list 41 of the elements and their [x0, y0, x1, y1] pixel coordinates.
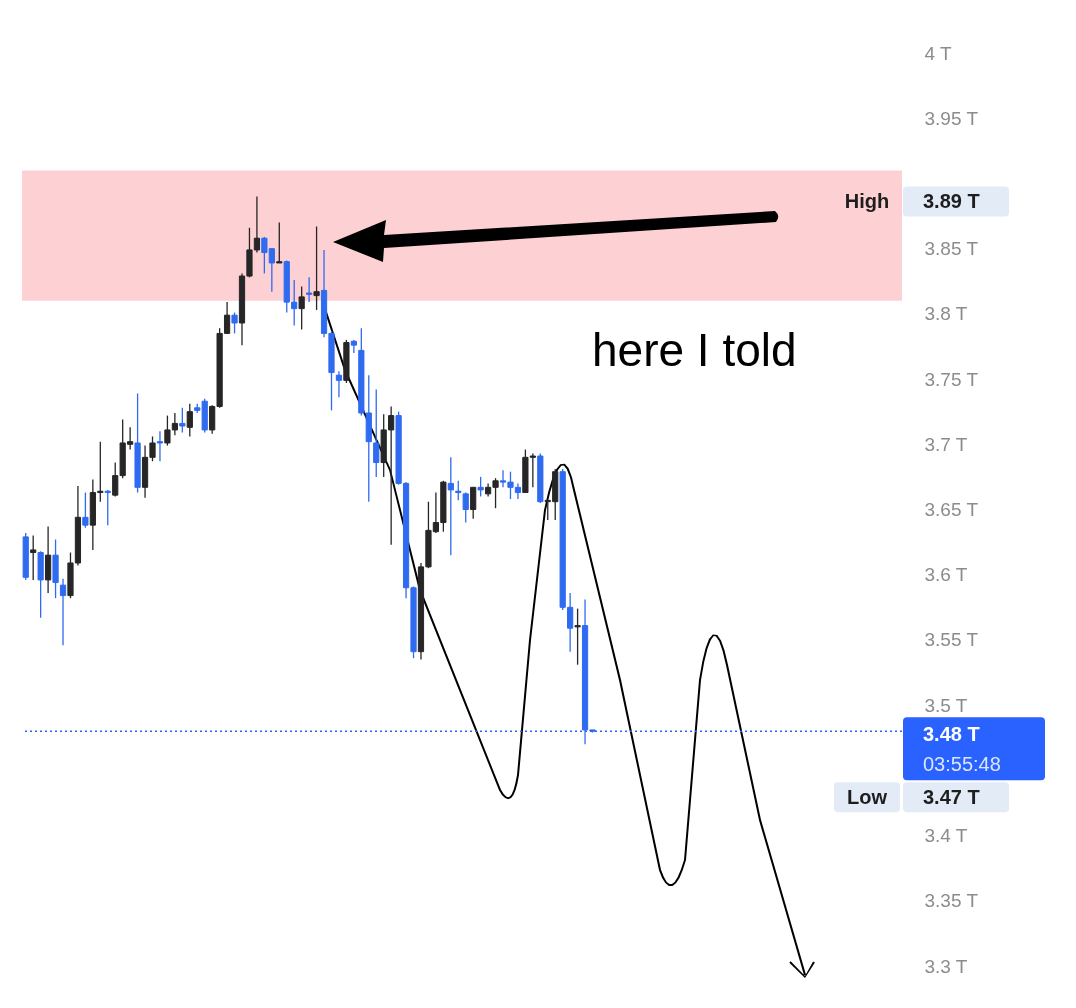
candlestick — [335, 370, 343, 398]
candlestick — [59, 577, 67, 646]
candlestick — [30, 534, 37, 581]
candlestick — [574, 607, 581, 666]
annotation: Low — [847, 786, 888, 809]
candlestick — [447, 456, 454, 556]
text: 3.47 T — [923, 786, 980, 809]
text: 3.89 T — [923, 190, 980, 213]
candlestick — [470, 486, 477, 520]
y-tick-label: 3.7 T — [924, 433, 968, 455]
annotation: here I told — [592, 324, 797, 376]
y-tick-label: 4 T — [924, 42, 952, 64]
y-tick-label: 3.65 T — [924, 499, 979, 520]
candlestick — [306, 276, 313, 303]
candlestick — [455, 480, 462, 502]
candlestick — [82, 491, 89, 529]
candlestick — [276, 221, 283, 264]
text: 03:55:48 — [923, 753, 1001, 776]
y-tick-label: 3.95 T — [924, 107, 979, 129]
y-tick-label: 3.55 T — [924, 629, 979, 651]
candlestick — [373, 388, 380, 478]
y-tick-label: 3.5 T — [924, 694, 968, 716]
candlestick — [350, 339, 357, 354]
candlestick — [104, 489, 111, 526]
y-tick-label: 3.8 T — [924, 303, 968, 325]
candlestick — [462, 491, 469, 524]
y-tick-label: 3.3 T — [924, 955, 968, 977]
annotation: High — [844, 190, 890, 213]
candlestick — [298, 285, 305, 331]
ref-line-label: 3.48 T — [923, 723, 980, 746]
candlestick — [477, 476, 484, 498]
y-tick-label: 3.4 T — [924, 825, 968, 847]
y-tick-label: 3.35 T — [924, 890, 979, 912]
candlestick — [231, 311, 238, 335]
candlestick — [313, 225, 320, 311]
y-tick-label: 3.6 T — [924, 564, 968, 586]
candlestick — [156, 430, 164, 462]
y-tick-label: 3.85 T — [924, 238, 979, 260]
candlestick — [179, 407, 186, 434]
candlestick — [186, 403, 193, 438]
y-tick-label: 3.75 T — [924, 368, 979, 390]
